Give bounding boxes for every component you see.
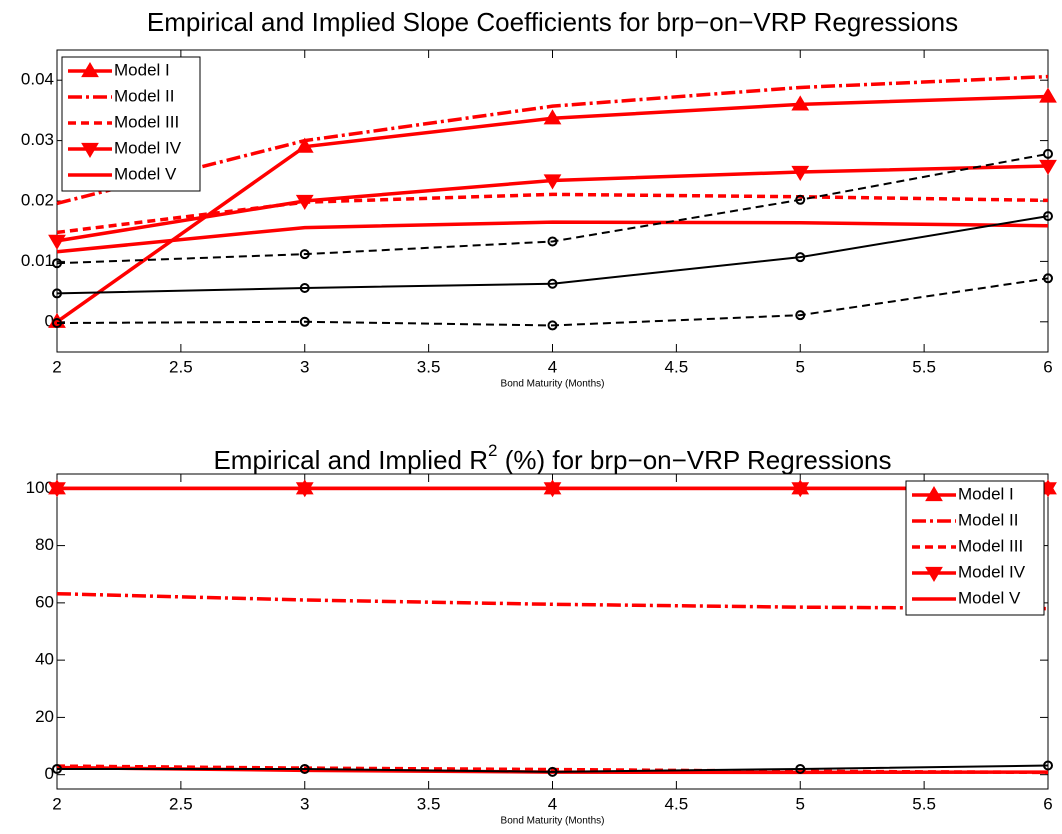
x-tick-label: 3.5 — [417, 357, 441, 376]
legend-label: Model V — [114, 164, 177, 183]
series-line — [57, 764, 1049, 773]
axes-box — [56, 49, 1049, 353]
plot: Empirical and Implied R2 (%) for brp−on−… — [26, 441, 1057, 827]
marker — [925, 566, 943, 582]
y-tick-label: 0 — [45, 311, 54, 330]
title-part: Empirical and Implied R — [213, 445, 488, 475]
marker — [547, 766, 558, 777]
legend-label: Model V — [958, 588, 1021, 607]
marker — [81, 62, 99, 78]
marker — [543, 482, 562, 498]
marker — [1043, 211, 1053, 222]
x-tick-label: 5.5 — [912, 357, 936, 376]
x-tick-label: 4.5 — [665, 794, 689, 813]
marker — [52, 258, 62, 269]
legend-label: Model I — [114, 60, 170, 79]
x-tick-label: 3 — [300, 357, 309, 376]
marker — [299, 282, 310, 293]
y-tick-label: 20 — [35, 707, 54, 726]
series-line — [56, 152, 1049, 265]
plot: Empirical and Implied Slope Coefficients… — [21, 7, 1057, 390]
chart-title: Empirical and Implied R2 (%) for brp−on−… — [213, 441, 891, 474]
x-tick-label: 5 — [796, 357, 805, 376]
marker — [81, 142, 99, 158]
x-tick-label: 4 — [548, 357, 557, 376]
marker — [1039, 87, 1057, 103]
y-tick-label: 0.01 — [21, 251, 54, 270]
legend-label: Model IV — [114, 138, 182, 157]
marker — [1043, 273, 1053, 284]
marker — [1043, 760, 1053, 771]
series-line — [56, 220, 1049, 254]
marker — [295, 137, 314, 153]
marker — [1043, 148, 1053, 159]
series-line — [56, 74, 1049, 206]
y-tick-label: 0.03 — [21, 130, 54, 149]
x-tick-label: 3 — [300, 794, 309, 813]
marker — [795, 194, 806, 205]
y-tick-label: 0.04 — [21, 70, 54, 89]
marker — [299, 316, 310, 327]
title-part: Empirical and Implied Slope Coefficients… — [147, 7, 958, 37]
axes-box — [56, 473, 1049, 790]
x-tick-label: 4 — [548, 794, 557, 813]
y-tick-label: 80 — [35, 535, 54, 554]
legend-label: Model III — [958, 536, 1023, 555]
x-tick-label: 5.5 — [912, 794, 936, 813]
x-tick-label: 6 — [1043, 794, 1052, 813]
x-axis-label: Bond Maturity (Months) — [501, 379, 605, 390]
marker — [52, 763, 62, 774]
marker — [295, 482, 314, 498]
marker — [543, 109, 562, 125]
marker — [52, 288, 62, 299]
legend-label: Model II — [114, 86, 174, 105]
x-axis-label: Bond Maturity (Months) — [501, 816, 605, 827]
series-line — [56, 591, 1049, 611]
legend-label: Model III — [114, 112, 179, 131]
marker — [791, 482, 810, 498]
series-line — [56, 192, 1049, 235]
chart-title: Empirical and Implied Slope Coefficients… — [147, 7, 958, 37]
marker — [299, 249, 310, 260]
y-tick-label: 60 — [35, 592, 54, 611]
x-tick-label: 2 — [52, 794, 61, 813]
y-tick-label: 0 — [45, 764, 54, 783]
marker — [1039, 159, 1057, 175]
title-part: (%) for brp−on−VRP Regressions — [497, 445, 891, 475]
legend-label: Model II — [958, 510, 1018, 529]
title-superscript: 2 — [488, 441, 497, 460]
marker — [547, 236, 558, 247]
marker — [795, 310, 806, 321]
y-tick-label: 0.02 — [21, 190, 54, 209]
marker — [791, 95, 810, 111]
legend-label: Model I — [958, 484, 1014, 503]
series-line — [56, 215, 1049, 295]
marker — [547, 278, 558, 289]
x-tick-label: 2.5 — [169, 794, 193, 813]
x-tick-label: 2 — [52, 357, 61, 376]
x-tick-label: 6 — [1043, 357, 1052, 376]
y-tick-label: 40 — [35, 650, 54, 669]
marker — [543, 174, 562, 190]
marker — [52, 318, 62, 329]
marker — [299, 763, 310, 774]
x-tick-label: 5 — [796, 794, 805, 813]
x-tick-label: 4.5 — [665, 357, 689, 376]
y-tick-label: 100 — [26, 478, 54, 497]
marker — [547, 320, 558, 331]
marker — [795, 252, 806, 263]
marker — [295, 194, 314, 210]
x-tick-label: 3.5 — [417, 794, 441, 813]
marker — [48, 482, 66, 498]
marker — [925, 486, 943, 502]
x-tick-label: 2.5 — [169, 357, 193, 376]
series-line — [56, 277, 1049, 327]
marker — [795, 763, 806, 774]
legend-label: Model IV — [958, 562, 1026, 581]
marker — [791, 165, 810, 181]
marker — [48, 234, 66, 250]
